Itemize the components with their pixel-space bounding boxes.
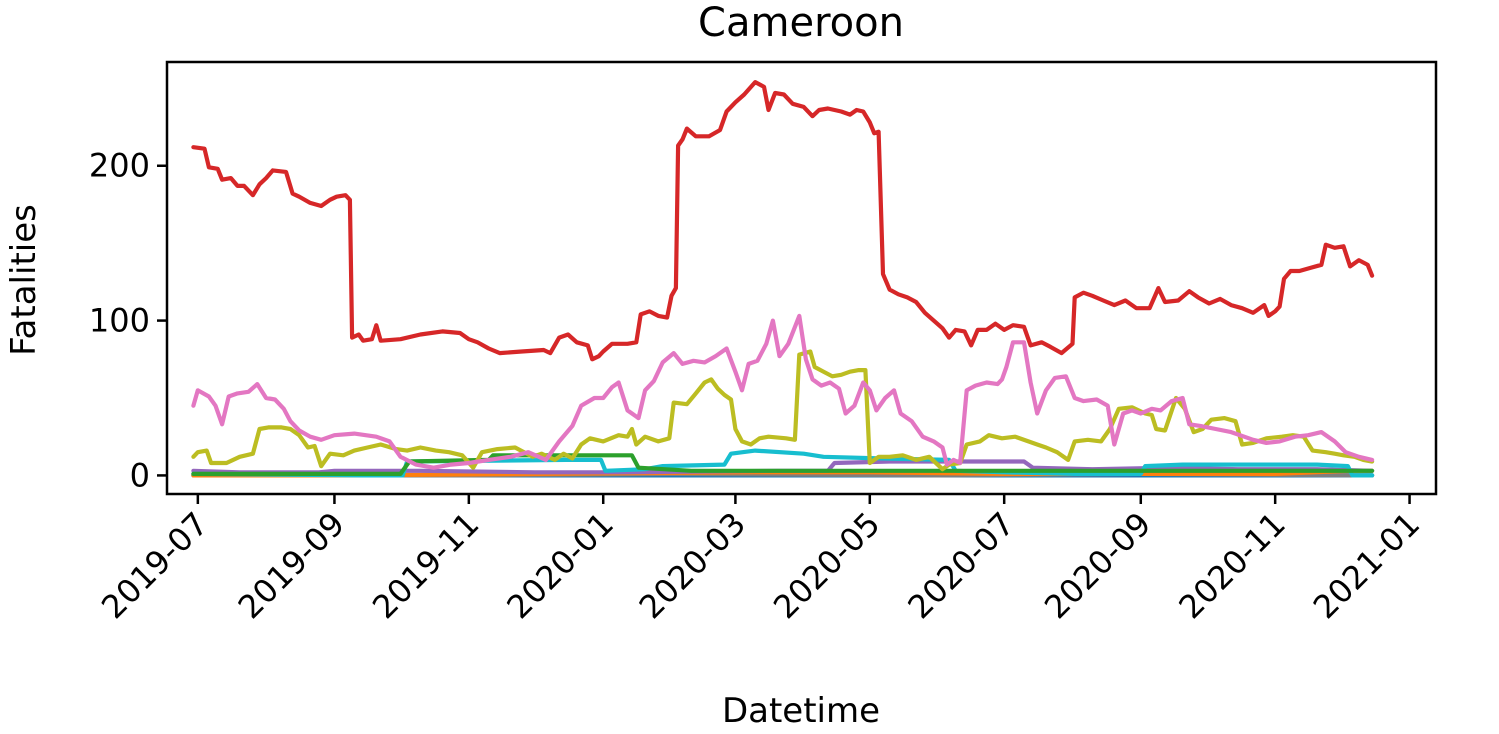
series-line-2 — [191, 313, 1375, 470]
x-tick-label: 2020-01 — [499, 505, 620, 626]
y-axis: 0 100 200 — [89, 147, 167, 494]
series-line-6 — [191, 459, 1375, 475]
series-line-5 — [191, 448, 1375, 478]
x-axis-label: Datetime — [722, 691, 880, 731]
x-tick-label: 2021-01 — [1306, 505, 1427, 626]
series-line-3 — [191, 349, 1375, 472]
plot-area-frame — [165, 60, 1438, 496]
y-tick-label: 0 — [130, 456, 150, 494]
chart-title: Cameroon — [698, 0, 904, 46]
series-layer — [191, 79, 1375, 478]
series-line-1 — [191, 79, 1375, 362]
y-tick-label: 100 — [89, 302, 150, 340]
x-tick-label: 2020-07 — [900, 505, 1021, 626]
y-axis-label: Fatalities — [4, 204, 44, 356]
x-tick-label: 2019-09 — [231, 505, 352, 626]
x-tick-label: 2019-07 — [94, 505, 215, 626]
y-tick-label: 200 — [89, 147, 150, 185]
x-tick-label: 2020-03 — [632, 505, 753, 626]
x-tick-label: 2020-09 — [1037, 505, 1158, 626]
x-tick-label: 2020-11 — [1171, 505, 1292, 626]
x-axis: 2019-07 2019-09 2019-11 2020-01 2020-03 2020-… — [94, 494, 1427, 626]
x-tick-label: 2019-11 — [365, 505, 486, 626]
x-tick-label: 2020-05 — [766, 505, 887, 626]
